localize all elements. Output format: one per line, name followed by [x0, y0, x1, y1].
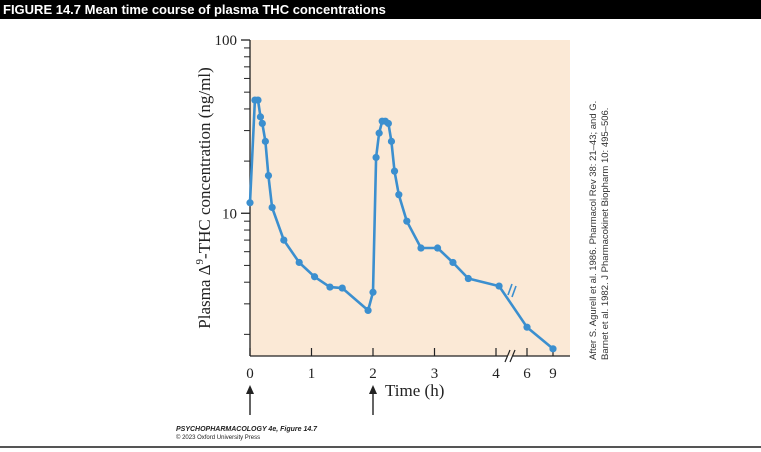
data-point — [395, 191, 403, 199]
data-point — [390, 167, 399, 175]
data-point — [261, 137, 269, 145]
data-point — [364, 306, 372, 314]
series-break-mark-2 — [511, 285, 517, 298]
data-point — [449, 258, 457, 267]
data-point — [326, 283, 334, 291]
x-axis-break-mark-1 — [504, 349, 511, 363]
data-point — [369, 288, 377, 296]
x-tick-label: 1 — [308, 366, 316, 382]
data-point — [258, 119, 266, 128]
y-tick-label: 10 — [222, 206, 237, 222]
data-point — [387, 137, 396, 145]
x-tick-label: 0 — [246, 366, 254, 382]
data-point — [372, 153, 380, 162]
data-point — [403, 217, 411, 225]
y-tick-label: 100 — [215, 33, 238, 49]
series-points — [246, 96, 557, 353]
data-point — [254, 96, 262, 104]
credit-line-1: PSYCHOPHARMACOLOGY 4e, Figure 14.7 — [176, 426, 318, 433]
plot-background — [250, 40, 570, 356]
data-point — [280, 236, 288, 244]
bottom-rule — [0, 446, 761, 448]
data-point — [338, 284, 346, 292]
series-break-mark-1 — [507, 283, 513, 296]
dose-arrow — [246, 385, 254, 415]
data-point — [523, 323, 531, 331]
dose-arrows — [246, 385, 377, 415]
x-tick-label: 6 — [523, 366, 531, 382]
data-point — [295, 258, 303, 267]
x-axis — [250, 349, 570, 363]
x-tick-label: 2 — [369, 366, 377, 382]
data-point — [549, 345, 557, 353]
y-axis-label: Plasma Δ9-THC concentration (ng/ml) — [194, 67, 214, 328]
x-tick-label: 4 — [492, 366, 500, 382]
figure-header: FIGURE 14.7 Mean time course of plasma T… — [0, 0, 761, 19]
data-point — [433, 244, 442, 252]
data-point — [384, 119, 392, 128]
credit-line-2: © 2023 Oxford University Press — [176, 435, 261, 441]
data-point — [246, 199, 254, 207]
data-point — [268, 203, 276, 212]
data-point — [256, 113, 265, 121]
source-citation: After S. Agurell et al. 1986. Pharmacol … — [588, 98, 611, 360]
data-point — [464, 274, 472, 283]
data-series — [246, 96, 557, 353]
dose-arrow — [369, 385, 377, 415]
data-point — [310, 273, 319, 281]
x-tick-label: 9 — [549, 366, 557, 382]
figure-credit: PSYCHOPHARMACOLOGY 4e, Figure 14.7 © 202… — [176, 425, 317, 443]
data-point — [495, 282, 503, 290]
x-axis-break-mark-2 — [509, 349, 516, 363]
x-tick-label: 3 — [431, 366, 439, 382]
y-tick-labels: 10 100 — [215, 33, 238, 222]
data-point — [375, 129, 383, 137]
data-point — [417, 244, 425, 252]
y-minor-ticks — [241, 39, 250, 335]
x-tick-labels: 0 1 2 3 4 6 9 — [246, 366, 557, 382]
data-point — [264, 171, 273, 180]
x-axis-label: Time (h) — [385, 381, 444, 400]
